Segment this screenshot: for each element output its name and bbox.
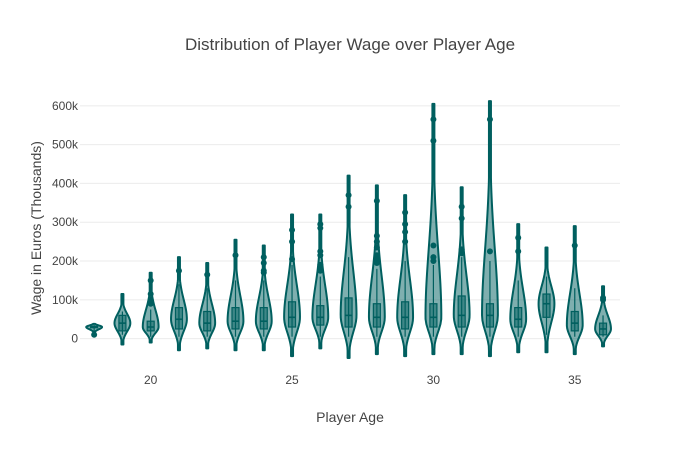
violin-box [174, 307, 184, 330]
outlier-point [515, 248, 522, 255]
outlier-point [373, 232, 380, 239]
outlier-point [402, 221, 409, 228]
outlier-point [430, 137, 437, 144]
violin-group [283, 213, 301, 358]
outlier-point [402, 238, 409, 245]
violin-box [316, 305, 325, 326]
outlier-point [430, 116, 437, 123]
outlier-point [204, 271, 211, 278]
violin-group [198, 261, 217, 350]
y-tick-label: 400k [52, 176, 79, 190]
outlier-point [486, 116, 493, 123]
outlier-point [289, 227, 296, 233]
violin-box [401, 301, 410, 330]
violin-body [424, 102, 443, 356]
y-axis-title: Wage in Euros (Thousands) [28, 141, 44, 315]
violin-group [339, 174, 358, 360]
violin-group [113, 293, 132, 346]
violin-group [537, 246, 556, 354]
violin-group [367, 184, 386, 356]
violin-box [542, 293, 551, 318]
outlier-point [571, 242, 578, 249]
violin-group [85, 322, 104, 338]
y-tick-label: 300k [52, 215, 79, 229]
violin-box [203, 310, 212, 332]
outlier-point [515, 234, 522, 241]
outlier-point [373, 244, 380, 251]
outlier-point [600, 294, 607, 301]
violin-box [344, 297, 353, 328]
violin-body [481, 100, 499, 358]
outlier-point [373, 197, 380, 204]
y-tick-label: 200k [52, 254, 79, 268]
outlier-point [402, 228, 409, 235]
outlier-point [345, 192, 352, 199]
outlier-point [317, 221, 324, 228]
outlier-point [458, 203, 465, 210]
violin-group [396, 194, 415, 358]
violin-group [170, 256, 188, 352]
violin-group [452, 186, 471, 356]
outlier-point [91, 331, 98, 338]
outlier-point [289, 256, 296, 263]
x-tick-label: 35 [568, 373, 582, 387]
outlier-point [175, 267, 182, 274]
outlier-point [147, 291, 154, 298]
violin-box [372, 303, 381, 328]
violin-box [570, 310, 579, 332]
x-tick-label: 20 [144, 373, 158, 387]
violin-box [259, 307, 268, 330]
y-tick-label: 100k [52, 293, 79, 307]
violin-group [481, 100, 499, 358]
outlier-point [430, 242, 437, 249]
violin-layer [85, 100, 612, 360]
x-tick-label: 25 [285, 373, 299, 387]
outlier-point [402, 209, 409, 216]
violin-group [424, 102, 443, 356]
outlier-point [260, 254, 267, 261]
outlier-point [458, 246, 465, 253]
violin-box [457, 295, 466, 328]
outlier-point [373, 238, 380, 245]
x-tick-label: 30 [427, 373, 441, 387]
violin-box [231, 307, 240, 330]
outlier-point [232, 252, 239, 259]
outlier-point [317, 248, 324, 255]
violin-box [429, 303, 438, 328]
violin-group [509, 223, 528, 354]
violin-group [254, 244, 273, 352]
x-axis-title: Player Age [316, 409, 384, 425]
outlier-point [147, 277, 154, 284]
outlier-point [345, 203, 352, 210]
violin-group [141, 271, 160, 344]
outlier-point [317, 261, 324, 268]
outlier-point [373, 252, 380, 259]
x-tick-labels: 20 25 30 35 [144, 373, 582, 387]
y-tick-label: 500k [52, 138, 79, 152]
violin-box [146, 320, 155, 332]
violin-box [287, 301, 297, 328]
y-tick-label: 600k [52, 99, 79, 113]
violin-box [514, 307, 523, 328]
y-tick-label: 0 [71, 332, 78, 346]
violin-group [226, 238, 245, 352]
outlier-point [458, 215, 465, 222]
outlier-point [260, 259, 267, 266]
outlier-point [289, 238, 296, 245]
violin-group [594, 285, 612, 348]
violin-group [311, 213, 330, 350]
outlier-point [260, 267, 267, 274]
outlier-point [147, 296, 154, 303]
outlier-point [486, 248, 493, 255]
chart-title: Distribution of Player Wage over Player … [185, 35, 515, 54]
violin-group [565, 225, 584, 356]
y-tick-labels: 0 100k 200k 300k 400k 500k 600k [52, 99, 79, 346]
outlier-point [430, 254, 437, 261]
